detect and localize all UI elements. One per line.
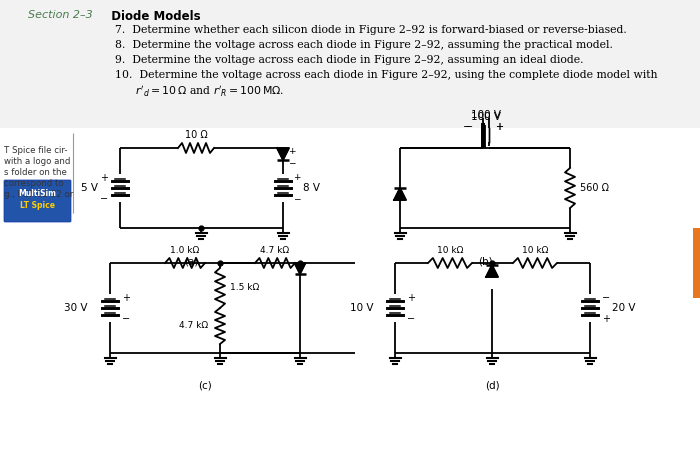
Text: 8 V: 8 V — [303, 183, 320, 193]
Text: +: + — [122, 293, 130, 303]
Text: 100 V: 100 V — [471, 112, 501, 122]
Polygon shape — [277, 148, 289, 160]
Polygon shape — [295, 263, 305, 274]
Text: Diode Models: Diode Models — [103, 10, 201, 23]
Text: +: + — [495, 122, 503, 132]
Text: 10 V: 10 V — [349, 303, 373, 313]
Text: −: − — [293, 195, 300, 204]
Text: +: + — [602, 314, 610, 324]
Text: 8.  Determine the voltage across each diode in Figure 2–92, assuming the practic: 8. Determine the voltage across each dio… — [115, 40, 613, 50]
Text: 10 kΩ: 10 kΩ — [522, 246, 548, 255]
Text: −: − — [463, 122, 471, 132]
Text: +: + — [407, 293, 415, 303]
Text: 7.  Determine whether each silicon diode in Figure 2–92 is forward-biased or rev: 7. Determine whether each silicon diode … — [115, 25, 626, 35]
Text: −: − — [288, 159, 295, 168]
Text: correspond to: correspond to — [4, 179, 64, 188]
Text: MultiSim: MultiSim — [18, 189, 56, 197]
Text: 560 Ω: 560 Ω — [580, 183, 609, 193]
Text: +: + — [293, 174, 300, 183]
Text: $r'_d = 10\,\Omega$ and $r'_R = 100\,\mathrm{M}\Omega$.: $r'_d = 10\,\Omega$ and $r'_R = 100\,\ma… — [115, 84, 284, 99]
Text: (c): (c) — [198, 381, 212, 391]
Text: +: + — [495, 122, 503, 132]
Text: −: − — [407, 314, 415, 324]
Polygon shape — [486, 265, 498, 277]
Text: −: − — [602, 293, 610, 303]
Text: g., FGM02-92 or: g., FGM02-92 or — [4, 190, 74, 199]
Bar — [693, 228, 700, 298]
Text: −: − — [122, 314, 130, 324]
Text: (b): (b) — [477, 256, 492, 266]
Text: 10 kΩ: 10 kΩ — [437, 246, 463, 255]
Text: −: − — [100, 194, 108, 204]
Text: +: + — [288, 146, 295, 155]
FancyBboxPatch shape — [4, 180, 71, 222]
Text: (a): (a) — [184, 256, 198, 266]
Polygon shape — [394, 188, 406, 200]
Text: +: + — [100, 173, 108, 183]
Text: LT Spice: LT Spice — [20, 202, 55, 211]
Text: with a logo and: with a logo and — [4, 157, 71, 166]
Text: s folder on the: s folder on the — [4, 168, 67, 177]
Text: 10.  Determine the voltage across each diode in Figure 2–92, using the complete : 10. Determine the voltage across each di… — [115, 70, 657, 80]
Text: Section 2–3: Section 2–3 — [28, 10, 92, 20]
Text: −: − — [465, 122, 473, 132]
Text: 100 V: 100 V — [471, 110, 501, 120]
Text: T Spice file cir-: T Spice file cir- — [4, 146, 67, 155]
Text: (d): (d) — [484, 381, 499, 391]
Text: 10 Ω: 10 Ω — [185, 130, 207, 140]
Text: 20 V: 20 V — [612, 303, 636, 313]
Text: 5 V: 5 V — [81, 183, 98, 193]
Bar — [0, 0, 700, 128]
Text: 4.7 kΩ: 4.7 kΩ — [260, 246, 290, 255]
Text: 4.7 kΩ: 4.7 kΩ — [179, 322, 208, 330]
Text: 9.  Determine the voltage across each diode in Figure 2–92, assuming an ideal di: 9. Determine the voltage across each dio… — [115, 55, 584, 65]
Text: 1.5 kΩ: 1.5 kΩ — [230, 284, 259, 292]
Text: 1.0 kΩ: 1.0 kΩ — [170, 246, 199, 255]
Text: 30 V: 30 V — [64, 303, 88, 313]
